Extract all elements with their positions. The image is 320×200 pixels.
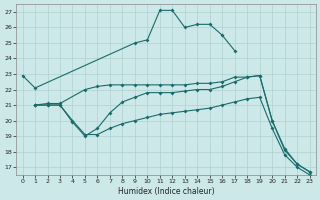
- X-axis label: Humidex (Indice chaleur): Humidex (Indice chaleur): [118, 187, 214, 196]
